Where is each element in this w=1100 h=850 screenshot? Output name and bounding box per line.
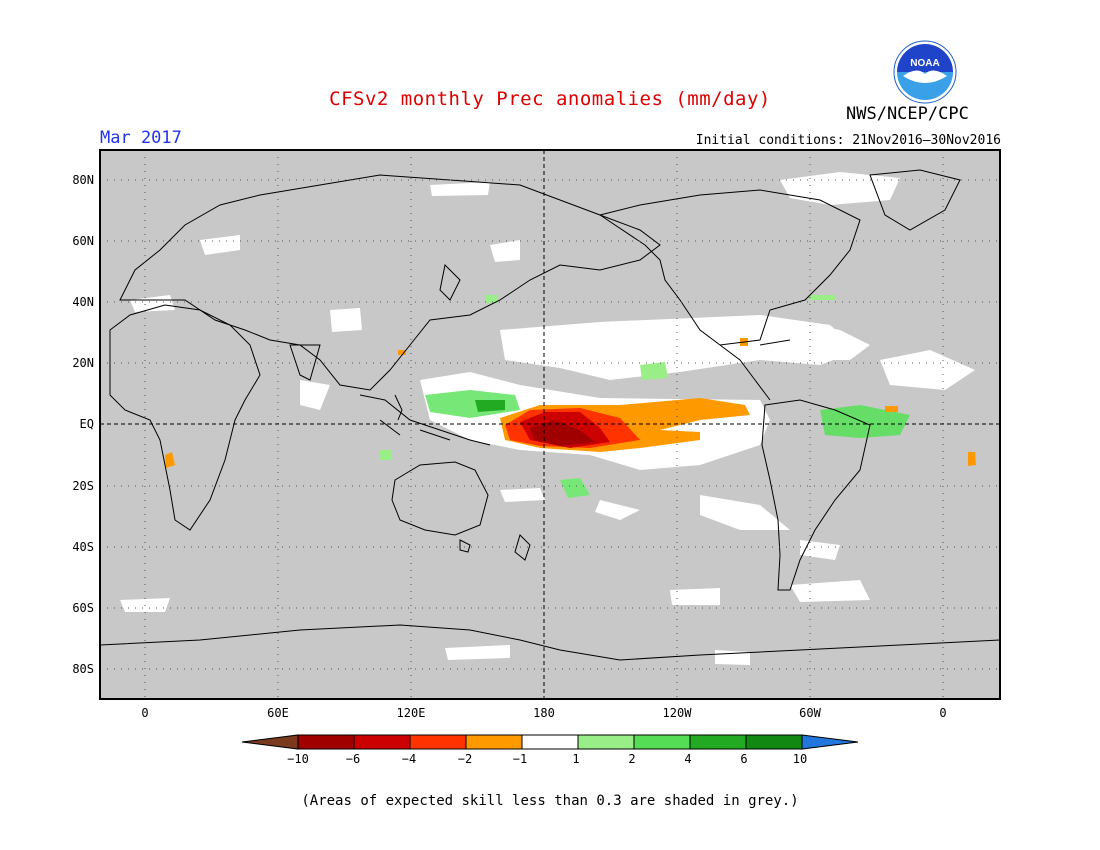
colorbar-tick: −6: [345, 752, 361, 766]
colorbar-tick: −10: [287, 752, 309, 766]
lon-label: 120E: [396, 706, 426, 720]
lat-label: 80S: [72, 662, 94, 676]
lat-label: 40N: [72, 295, 94, 309]
colorbar-cell: [465, 734, 523, 750]
precipitation-anomaly-map: [99, 149, 1001, 700]
forecast-month: Mar 2017: [100, 128, 182, 148]
colorbar-tick: 2: [628, 752, 636, 766]
noaa-logo-text: NOAA: [910, 58, 939, 69]
lon-label: 60E: [267, 706, 289, 720]
colorbar-tick: −2: [457, 752, 473, 766]
lon-label: 60W: [799, 706, 821, 720]
colorbar-cell: [297, 734, 355, 750]
lat-label: 60S: [72, 601, 94, 615]
initial-conditions: Initial conditions: 21Nov2016–30Nov2016: [695, 133, 1001, 148]
map-title: CFSv2 monthly Prec anomalies (mm/day): [329, 88, 771, 110]
lat-label: EQ: [79, 417, 94, 431]
lat-label: 60N: [72, 234, 94, 248]
lat-label: 20S: [72, 479, 94, 493]
map-frame: [99, 149, 1001, 700]
colorbar-tick: −1: [512, 752, 528, 766]
colorbar-tick: 10: [792, 752, 808, 766]
skill-footnote: (Areas of expected skill less than 0.3 a…: [301, 793, 799, 809]
colorbar-cell: [633, 734, 691, 750]
colorbar-tick: 6: [740, 752, 748, 766]
colorbar-cell: [745, 734, 803, 750]
colorbar-cell: [689, 734, 747, 750]
map-grid: [100, 150, 1000, 699]
lat-label: 40S: [72, 540, 94, 554]
equator-dateline: [100, 150, 1000, 699]
colorbar-cell: [521, 734, 579, 750]
colorbar-cell: [577, 734, 635, 750]
lon-label: 0: [939, 706, 947, 720]
lon-label: 120W: [662, 706, 692, 720]
colorbar-cell: [353, 734, 411, 750]
noaa-logo-icon: NOAA: [893, 40, 957, 104]
agency-label: NWS/NCEP/CPC: [846, 104, 969, 124]
colorbar-tick: 1: [572, 752, 580, 766]
colorbar-cell: [241, 734, 299, 750]
colorbar-cell: [409, 734, 467, 750]
colorbar-cell: [801, 734, 859, 750]
lat-label: 80N: [72, 173, 94, 187]
coastlines: [99, 169, 1001, 661]
colorbar-tick: −4: [401, 752, 417, 766]
lon-label: 180: [533, 706, 555, 720]
lat-label: 20N: [72, 356, 94, 370]
lon-label: 0: [141, 706, 149, 720]
negative-anomaly-regions: [165, 338, 976, 468]
colorbar-tick: 4: [684, 752, 692, 766]
